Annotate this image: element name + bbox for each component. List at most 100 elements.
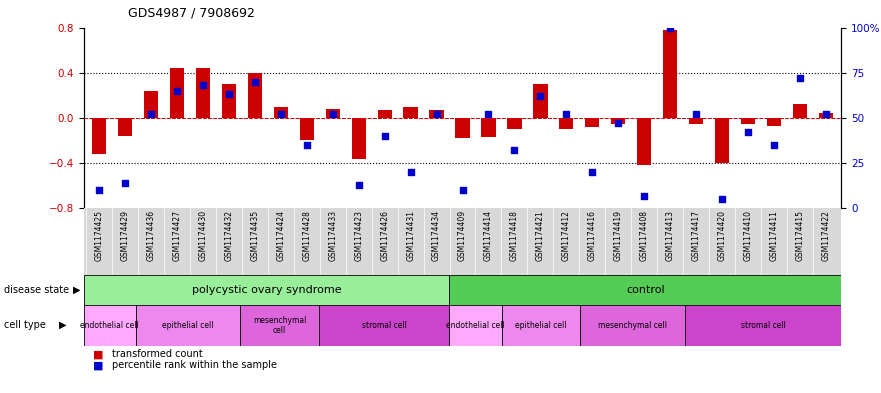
Text: GSM1174419: GSM1174419 xyxy=(614,210,623,261)
Bar xyxy=(170,68,184,118)
Point xyxy=(689,111,703,118)
Text: GSM1174435: GSM1174435 xyxy=(250,210,259,261)
Bar xyxy=(714,118,729,163)
Text: ▶: ▶ xyxy=(59,320,67,330)
Text: polycystic ovary syndrome: polycystic ovary syndrome xyxy=(192,285,342,295)
Point xyxy=(118,180,132,186)
Text: GSM1174429: GSM1174429 xyxy=(121,210,130,261)
Point xyxy=(248,79,262,85)
Bar xyxy=(241,305,319,346)
Bar xyxy=(559,118,574,129)
Bar xyxy=(585,118,599,127)
Text: endothelial cell: endothelial cell xyxy=(446,321,505,330)
Bar xyxy=(403,107,418,118)
Bar xyxy=(455,118,470,138)
Bar xyxy=(352,118,366,158)
Bar xyxy=(663,30,677,118)
Point xyxy=(533,93,547,99)
Bar xyxy=(319,305,449,346)
Point xyxy=(274,111,288,118)
Bar xyxy=(136,305,241,346)
Text: stromal cell: stromal cell xyxy=(362,321,407,330)
Point xyxy=(793,75,807,81)
Text: GSM1174410: GSM1174410 xyxy=(744,210,752,261)
Point xyxy=(326,111,340,118)
Bar xyxy=(481,118,496,137)
Bar xyxy=(689,118,703,123)
Point xyxy=(818,111,833,118)
Text: ▶: ▶ xyxy=(73,285,81,295)
Bar xyxy=(118,118,132,136)
Point xyxy=(170,88,184,94)
Bar xyxy=(449,305,501,346)
Bar xyxy=(741,118,755,123)
Point xyxy=(196,82,210,88)
Text: GSM1174413: GSM1174413 xyxy=(666,210,675,261)
Text: GSM1174422: GSM1174422 xyxy=(821,210,830,261)
Bar xyxy=(685,305,841,346)
Point xyxy=(741,129,755,136)
Text: cell type: cell type xyxy=(4,320,47,330)
Point xyxy=(430,111,444,118)
Text: GSM1174434: GSM1174434 xyxy=(432,210,441,261)
Text: epithelial cell: epithelial cell xyxy=(515,321,566,330)
Bar xyxy=(84,275,449,305)
Text: GSM1174432: GSM1174432 xyxy=(225,210,233,261)
Bar xyxy=(637,118,651,165)
Bar xyxy=(300,118,314,140)
Bar xyxy=(144,91,159,118)
Bar xyxy=(429,110,444,118)
Bar xyxy=(84,305,136,346)
Point xyxy=(559,111,574,118)
Point xyxy=(766,142,781,148)
Text: GSM1174415: GSM1174415 xyxy=(796,210,804,261)
Point xyxy=(585,169,599,175)
Text: GSM1174425: GSM1174425 xyxy=(95,210,104,261)
Text: transformed count: transformed count xyxy=(112,349,203,360)
Text: GSM1174421: GSM1174421 xyxy=(536,210,544,261)
Point xyxy=(222,91,236,97)
Bar xyxy=(248,73,262,118)
Text: GSM1174426: GSM1174426 xyxy=(381,210,389,261)
Text: GDS4987 / 7908692: GDS4987 / 7908692 xyxy=(128,7,255,20)
Point xyxy=(378,133,392,139)
Text: GSM1174416: GSM1174416 xyxy=(588,210,596,261)
Point xyxy=(300,142,314,148)
Text: GSM1174409: GSM1174409 xyxy=(458,210,467,261)
Text: GSM1174414: GSM1174414 xyxy=(484,210,493,261)
Point xyxy=(481,111,495,118)
Text: GSM1174411: GSM1174411 xyxy=(769,210,779,261)
Bar xyxy=(507,118,522,129)
Point xyxy=(507,147,522,154)
Text: GSM1174412: GSM1174412 xyxy=(562,210,571,261)
Bar xyxy=(378,110,392,118)
Point xyxy=(352,182,366,188)
Point xyxy=(93,187,107,193)
Bar xyxy=(501,305,580,346)
Point xyxy=(663,24,677,31)
Bar xyxy=(274,107,288,118)
Bar xyxy=(766,118,781,126)
Text: GSM1174424: GSM1174424 xyxy=(277,210,285,261)
Text: endothelial cell: endothelial cell xyxy=(80,321,139,330)
Text: GSM1174423: GSM1174423 xyxy=(354,210,363,261)
Text: GSM1174420: GSM1174420 xyxy=(717,210,727,261)
Text: control: control xyxy=(626,285,665,295)
Bar xyxy=(611,118,626,123)
Bar xyxy=(222,84,236,118)
Bar xyxy=(93,118,107,154)
Bar xyxy=(818,113,833,118)
Bar xyxy=(196,68,211,118)
Text: GSM1174418: GSM1174418 xyxy=(510,210,519,261)
Text: GSM1174430: GSM1174430 xyxy=(198,210,208,261)
Text: GSM1174433: GSM1174433 xyxy=(329,210,337,261)
Text: ■: ■ xyxy=(93,349,103,360)
Text: epithelial cell: epithelial cell xyxy=(162,321,214,330)
Text: mesenchymal cell: mesenchymal cell xyxy=(598,321,667,330)
Bar xyxy=(793,104,807,118)
Bar xyxy=(449,275,841,305)
Text: percentile rank within the sample: percentile rank within the sample xyxy=(112,360,277,370)
Text: GSM1174436: GSM1174436 xyxy=(146,210,156,261)
Text: GSM1174427: GSM1174427 xyxy=(173,210,181,261)
Text: GSM1174417: GSM1174417 xyxy=(692,210,700,261)
